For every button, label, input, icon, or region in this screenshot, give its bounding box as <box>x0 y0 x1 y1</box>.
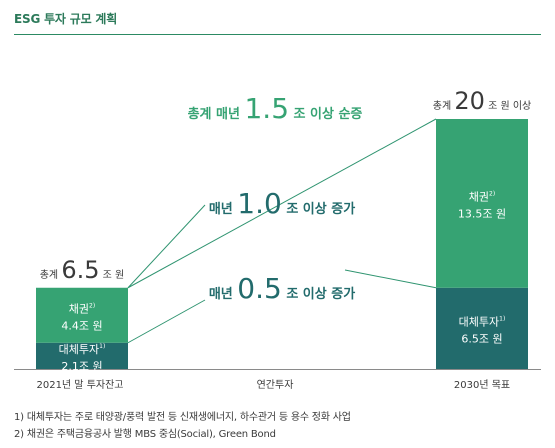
connector-alt-a <box>127 299 206 344</box>
annotation-prefix: 총계 매년 <box>188 106 245 122</box>
footnote-1: 1) 대체투자는 주로 태양광/풍력 발전 등 신재생에너지, 하수관거 등 용… <box>14 412 351 423</box>
total-label: 총계 20 조 원 이상 <box>433 87 531 115</box>
segment-label-sup: 2) <box>489 190 495 197</box>
segment-value: 13.5조 원 <box>458 207 506 220</box>
connector-alt-b <box>344 269 437 289</box>
segment-label: 대체투자1) <box>59 343 106 356</box>
bar-segment-대체투자 <box>36 342 128 369</box>
total-prefix: 총계 <box>40 269 62 281</box>
segment-label-sup: 1) <box>499 315 505 322</box>
segment-value: 2.1조 원 <box>61 360 102 373</box>
footnote-2: 2) 채권은 주택금융공사 발행 MBS 중심(Social), Green B… <box>14 429 276 440</box>
category-label: 2030년 목표 <box>454 379 510 391</box>
annotation-value: 1.0 <box>237 187 282 220</box>
bar-segment-채권 <box>436 119 528 288</box>
segment-value: 4.4조 원 <box>61 319 102 332</box>
total-value: 6.5 <box>61 256 99 284</box>
total-suffix: 조 원 이상 <box>485 100 531 112</box>
segment-label: 채권2) <box>69 302 95 315</box>
annotation-value: 0.5 <box>237 272 282 305</box>
segment-label: 채권2) <box>469 190 495 203</box>
total-suffix: 조 원 <box>100 269 125 281</box>
connector-bond-a <box>127 204 206 289</box>
bar-segment-대체투자 <box>436 287 528 369</box>
total-label: 총계 6.5 조 원 <box>40 256 125 284</box>
category-label: 2021년 말 투자잔고 <box>36 379 123 391</box>
segment-label: 대체투자1) <box>459 315 506 328</box>
connector-placeholder <box>358 119 436 205</box>
segment-label-sup: 2) <box>89 302 95 309</box>
annotation-suffix: 조 이상 순증 <box>289 106 362 122</box>
annotation-suffix: 조 이상 증가 <box>282 286 355 302</box>
segment-label-sup: 1) <box>99 343 105 350</box>
segment-value: 6.5조 원 <box>461 332 502 345</box>
annotation: 매년 0.5 조 이상 증가 <box>209 272 355 305</box>
annotation-prefix: 매년 <box>209 287 237 302</box>
category-label: 연간투자 <box>257 379 294 391</box>
annotation-prefix: 매년 <box>209 202 237 217</box>
annotation-value: 1.5 <box>244 92 289 125</box>
bar-segment-채권 <box>36 287 128 343</box>
section-title: ESG 투자 규모 계획 <box>14 12 118 26</box>
annotation-suffix: 조 이상 증가 <box>282 201 355 217</box>
connector-total <box>127 118 437 289</box>
total-prefix: 총계 <box>433 100 455 112</box>
total-value: 20 <box>454 87 485 115</box>
annotation: 매년 1.0 조 이상 증가 <box>209 187 355 220</box>
title-divider <box>14 34 541 35</box>
annotation: 총계 매년 1.5 조 이상 순증 <box>188 92 363 125</box>
